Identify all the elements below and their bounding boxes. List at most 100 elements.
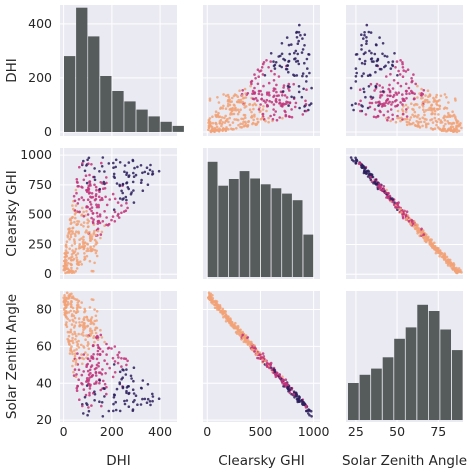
scatter-point <box>121 182 125 186</box>
scatter-point <box>72 359 75 363</box>
scatter-point <box>254 77 257 80</box>
scatter-point <box>97 365 100 368</box>
scatter-point <box>243 124 246 128</box>
scatter-point <box>64 315 68 318</box>
scatter-point <box>125 368 128 371</box>
scatter-point <box>218 122 222 125</box>
scatter-point <box>72 257 76 261</box>
scatter-point <box>86 369 90 373</box>
scatter-point <box>248 102 252 106</box>
scatter-point <box>96 343 100 347</box>
scatter-point <box>81 331 85 334</box>
scatter-point <box>133 399 136 402</box>
scatter-point <box>268 93 271 97</box>
scatter-point <box>413 97 416 101</box>
scatter-point <box>68 319 71 322</box>
scatter-point <box>90 329 94 333</box>
scatter-point <box>435 100 439 104</box>
scatter-point <box>96 353 99 356</box>
scatter-point <box>369 176 373 179</box>
scatter-point <box>286 64 290 67</box>
scatter-point <box>360 48 363 51</box>
scatter-point <box>447 122 451 125</box>
scatter-point <box>404 82 408 86</box>
scatter-point <box>430 103 434 107</box>
scatter-point <box>86 413 89 417</box>
scatter-point <box>77 346 81 349</box>
scatter-point <box>64 263 68 266</box>
scatter-point <box>300 51 304 54</box>
scatter-point <box>221 129 224 133</box>
scatter-point <box>365 39 368 43</box>
scatter-point <box>81 404 84 408</box>
scatter-point <box>259 103 262 106</box>
scatter-point <box>237 110 241 114</box>
scatter-point <box>282 102 285 105</box>
scatter-point <box>124 195 128 199</box>
scatter-point <box>100 401 104 404</box>
scatter-point <box>226 104 230 108</box>
scatter-point <box>267 66 270 69</box>
scatter-point <box>86 158 89 162</box>
scatter-point <box>404 218 408 221</box>
scatter-point <box>121 191 124 195</box>
scatter-point <box>110 347 113 350</box>
scatter-point <box>74 352 77 356</box>
scatter-point <box>451 110 454 113</box>
scatter-point <box>82 210 85 214</box>
histogram-bar <box>88 36 100 132</box>
scatter-point <box>308 103 311 107</box>
scatter-point <box>125 201 128 205</box>
scatter-point <box>381 52 384 56</box>
histogram-bar <box>148 116 160 132</box>
scatter-point <box>277 55 281 58</box>
scatter-point <box>69 229 73 233</box>
scatter-point <box>406 106 410 109</box>
scatter-point <box>438 104 442 108</box>
scatter-point <box>74 216 77 220</box>
scatter-point <box>294 101 298 105</box>
scatter-point <box>293 51 296 55</box>
scatter-point <box>89 233 92 236</box>
scatter-point <box>74 269 77 273</box>
scatter-point <box>211 115 214 118</box>
scatter-point <box>244 122 247 125</box>
scatter-point <box>442 129 446 133</box>
scatter-point <box>297 62 301 66</box>
x-tick-label: 75 <box>430 424 446 439</box>
scatter-point <box>121 385 125 389</box>
scatter-point <box>448 258 452 262</box>
scatter-point <box>290 43 293 46</box>
panel-dhi-vs-dhi <box>60 5 184 136</box>
scatter-point <box>365 36 368 39</box>
scatter-point <box>273 372 277 376</box>
scatter-point <box>292 390 296 394</box>
scatter-point <box>305 57 309 61</box>
scatter-point <box>290 108 293 111</box>
scatter-point <box>371 96 375 99</box>
scatter-point <box>417 113 420 117</box>
y-tick-label: 60 <box>36 338 52 353</box>
scatter-point <box>391 64 395 68</box>
scatter-point <box>122 210 126 213</box>
scatter-point <box>389 72 392 76</box>
scatter-point <box>87 162 90 165</box>
scatter-point <box>222 104 225 108</box>
scatter-point <box>89 327 92 331</box>
scatter-point <box>281 116 284 120</box>
scatter-point <box>455 269 459 273</box>
scatter-point <box>69 330 73 334</box>
scatter-point <box>275 118 279 122</box>
scatter-point <box>293 74 296 77</box>
scatter-point <box>251 122 254 126</box>
scatter-point <box>93 238 97 242</box>
scatter-point <box>234 331 238 334</box>
scatter-point <box>408 92 411 95</box>
scatter-point <box>420 97 423 100</box>
panel-sza-vs-ghi <box>203 291 320 422</box>
histogram-bar <box>382 357 394 420</box>
scatter-point <box>358 57 362 61</box>
scatter-point <box>118 183 121 187</box>
scatter-point <box>251 97 255 101</box>
scatter-point <box>416 96 419 99</box>
